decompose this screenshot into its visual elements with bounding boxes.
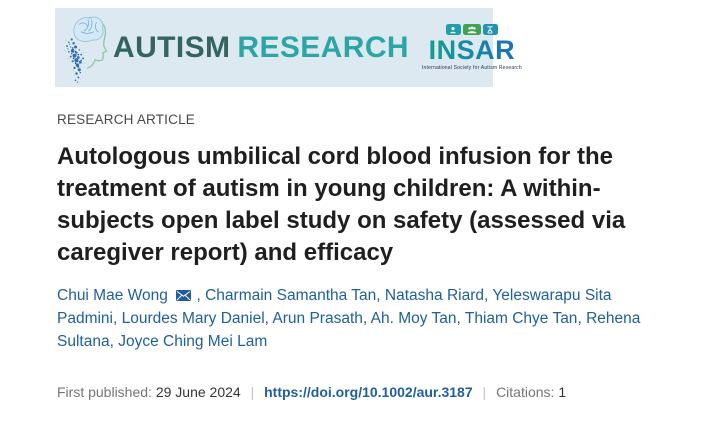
author-link[interactable]: Ah. Moy Tan [370, 310, 457, 327]
insar-icon-row [445, 24, 498, 35]
author-link[interactable]: Joyce Ching Mei Lam [118, 333, 268, 350]
email-icon[interactable] [176, 290, 192, 301]
journal-banner: AUTISM RESEARCH INSAR International Socie… [55, 8, 522, 87]
journal-title-research: RESEARCH [237, 30, 409, 64]
separator: | [482, 384, 487, 400]
group-icon [462, 24, 481, 35]
autism-research-logo-icon [64, 16, 108, 83]
doi-link[interactable]: https://doi.org/10.1002/aur.3187 [264, 384, 473, 400]
first-published-date: 29 June 2024 [155, 384, 241, 400]
separator: | [250, 384, 255, 400]
author-link[interactable]: Thiam Chye Tan [464, 310, 578, 327]
article-meta: First published: 29 June 2024 | https://… [57, 384, 566, 400]
author-link[interactable]: Natasha Riard [384, 287, 484, 304]
journal-title-autism: AUTISM [113, 30, 231, 64]
insar-acronym: INSAR [428, 35, 516, 65]
author-link[interactable]: Chui Mae Wong [57, 287, 168, 304]
author-link[interactable]: Yeleswarapu Sita Padmini [57, 287, 612, 327]
citations-count[interactable]: 1 [558, 384, 567, 400]
citations-label[interactable]: Citations: [496, 384, 555, 400]
beaker-icon [482, 24, 498, 35]
person-icon [445, 24, 461, 35]
author-link[interactable]: Arun Prasath [272, 310, 363, 327]
article-header: RESEARCH ARTICLE Autologous umbilical co… [57, 112, 661, 353]
insar-tagline: International Society for Autism Researc… [421, 65, 522, 71]
journal-title: AUTISM RESEARCH [113, 30, 409, 64]
author-link[interactable]: Rehena Sultana [57, 310, 641, 350]
author-link[interactable]: Charmain Samantha Tan [205, 287, 377, 304]
insar-logo: INSAR International Society for Autism R… [422, 24, 522, 71]
author-list: Chui Mae Wong , Charmain Samantha Tan, N… [57, 287, 641, 350]
article-type-label: RESEARCH ARTICLE [57, 112, 195, 127]
article-title: Autologous umbilical cord blood infusion… [57, 143, 626, 266]
first-published-label: First published: [57, 384, 152, 400]
author-link[interactable]: Lourdes Mary Daniel [121, 310, 265, 327]
